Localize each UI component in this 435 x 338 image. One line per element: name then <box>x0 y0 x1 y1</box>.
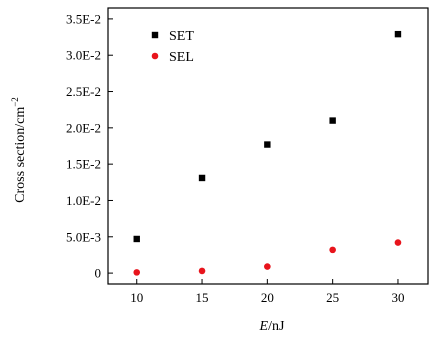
x-axis-title-variable: E <box>259 319 269 334</box>
y-tick-label: 5.0E-3 <box>66 229 101 244</box>
x-tick-label: 10 <box>130 290 143 305</box>
x-axis-title-unit: /nJ <box>268 319 285 334</box>
set-point <box>133 235 140 243</box>
set-point <box>264 141 271 148</box>
y-tick-label: 3.5E-2 <box>66 11 101 26</box>
series-sel <box>133 239 402 276</box>
y-axis-ticks: 0 5.0E-3 1.0E-2 1.5E-2 2.0E-2 2.5E-2 3.0E-2 3.5… <box>66 11 113 281</box>
sel-point <box>329 246 336 254</box>
set-point <box>329 117 336 124</box>
legend-sel-label: SEL <box>169 50 194 65</box>
x-tick-label: 20 <box>261 290 274 305</box>
sel-point <box>264 263 271 270</box>
y-axis-title-text: Cross section/cm <box>13 107 28 203</box>
legend: SET SEL <box>151 29 194 65</box>
x-tick-label: 15 <box>196 290 209 305</box>
y-tick-label: 1.0E-2 <box>66 193 101 208</box>
plot-frame <box>107 7 429 285</box>
set-point <box>394 30 402 38</box>
series-set <box>133 30 402 243</box>
set-point <box>198 174 206 182</box>
y-tick-label: 2.0E-2 <box>66 120 101 135</box>
plot-frame-group <box>107 7 429 285</box>
y-tick-label: 1.5E-2 <box>66 157 101 172</box>
y-tick-label: 3.0E-2 <box>66 48 101 63</box>
y-axis-title: Cross section/cm−2 <box>10 97 28 203</box>
legend-set-marker <box>151 31 159 39</box>
x-axis-ticks: 10 15 20 25 30 <box>130 279 404 305</box>
y-axis-title-exponent: −2 <box>10 97 20 107</box>
y-tick-label: 2.5E-2 <box>66 84 101 99</box>
x-axis-title: E/nJ <box>259 319 285 334</box>
legend-sel-marker <box>151 52 159 60</box>
sel-point <box>198 267 206 275</box>
y-tick-label: 0 <box>95 266 102 281</box>
sel-point <box>394 239 402 246</box>
legend-set-label: SET <box>169 29 194 44</box>
data-points <box>133 30 402 276</box>
sel-point <box>133 269 141 276</box>
x-tick-label: 30 <box>391 290 404 305</box>
x-tick-label: 25 <box>326 290 339 305</box>
